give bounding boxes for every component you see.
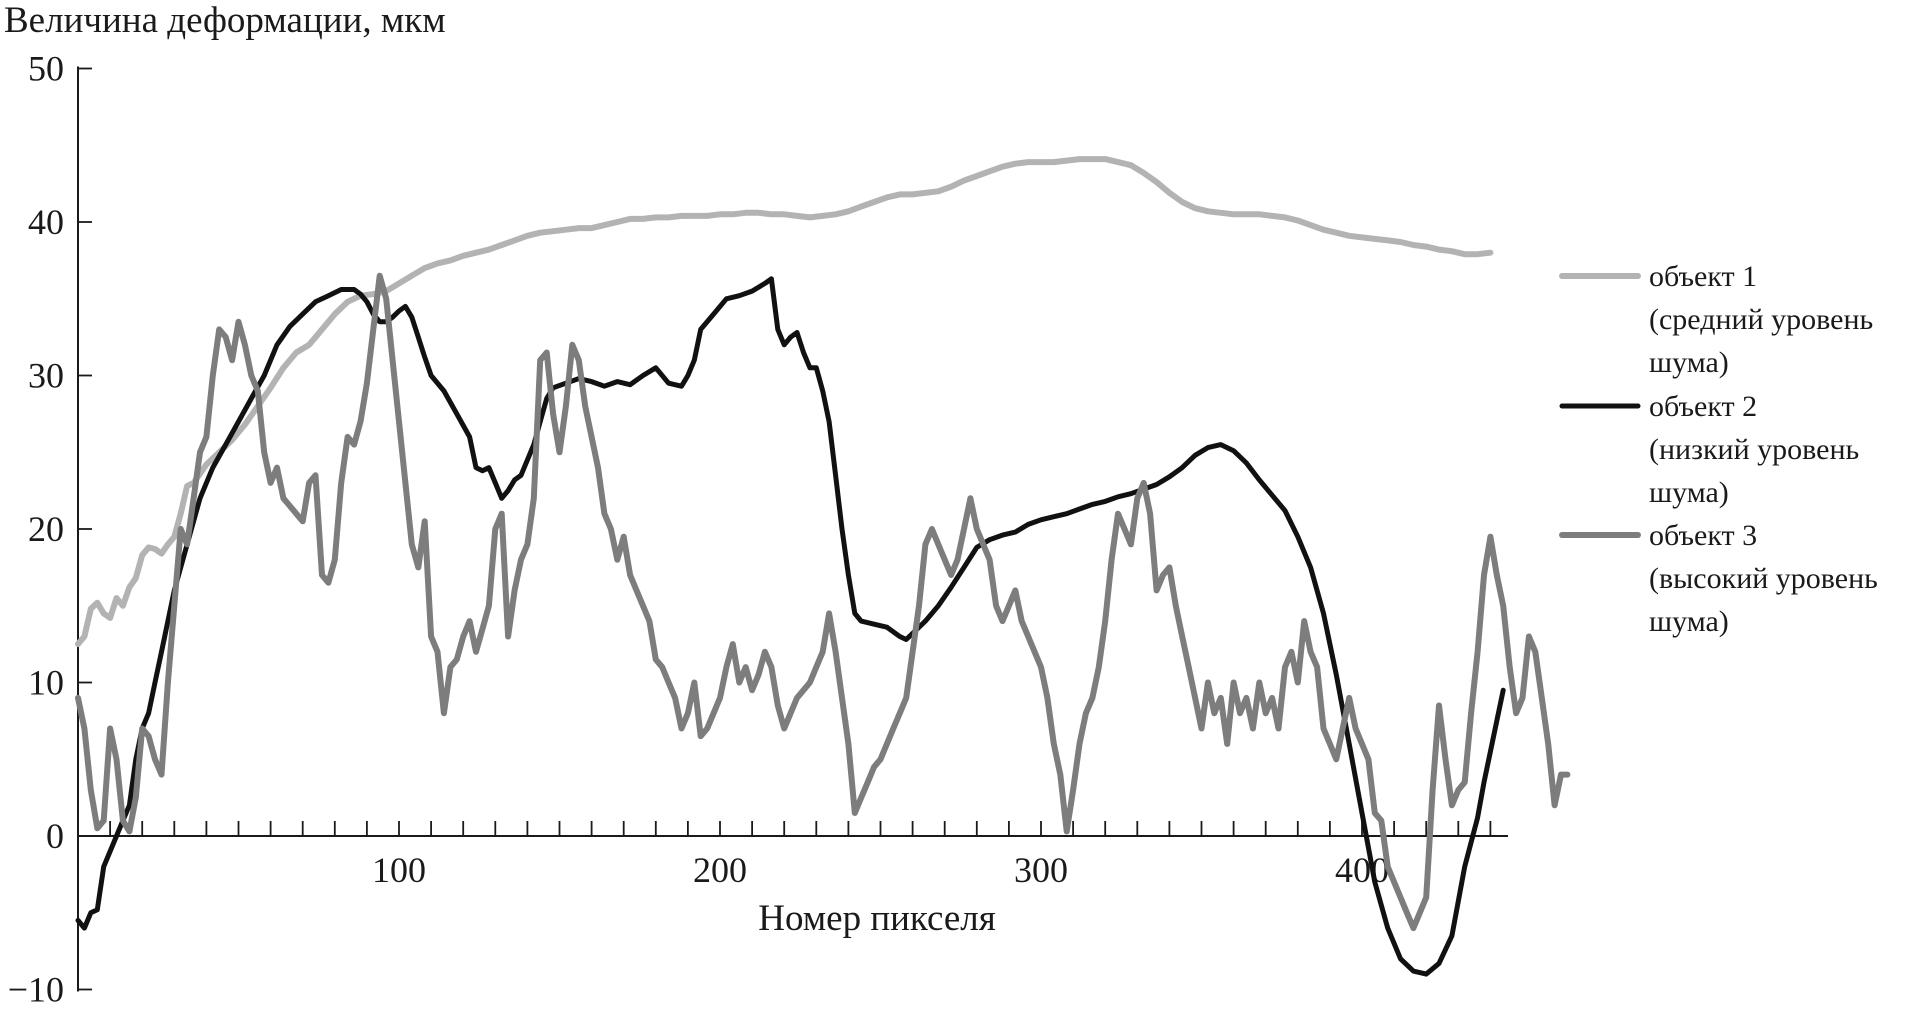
y-tick-label: 50 [28, 49, 64, 89]
legend-label-1: (средний уровень [1649, 303, 1873, 336]
legend-label-2: объект 2 [1649, 390, 1757, 423]
x-axis-label: Номер пикселя [758, 898, 996, 939]
x-tick-label: 400 [1335, 850, 1389, 890]
x-tick-label: 200 [693, 850, 747, 890]
legend-label-1: шума) [1649, 346, 1729, 379]
series-line-1 [75, 156, 1494, 648]
x-axis: 100 200 300 400 [78, 821, 1508, 890]
legend: объект 1 (средний уровень шума) объект 2 (ни… [1559, 260, 1878, 638]
y-tick-label: 30 [28, 356, 64, 396]
x-tick-label: 300 [1014, 850, 1068, 890]
legend-label-3: шума) [1649, 605, 1729, 638]
series-line-2 [75, 276, 1506, 977]
y-tick-label: −10 [8, 970, 64, 1010]
legend-label-2: шума) [1649, 476, 1729, 509]
y-axis: −10 0 10 20 30 40 50 [8, 49, 92, 1010]
legend-label-3: объект 3 [1649, 519, 1757, 552]
legend-label-2: (низкий уровень [1649, 433, 1859, 466]
legend-label-1: объект 1 [1649, 260, 1757, 293]
plot-series [75, 156, 1571, 977]
y-tick-label: 20 [28, 509, 64, 549]
x-tick-label: 100 [372, 850, 426, 890]
legend-label-3: (высокий уровень [1649, 562, 1878, 595]
y-tick-label: 10 [28, 663, 64, 703]
series-line-3 [75, 272, 1571, 932]
y-axis-label: Величина деформации, мкм [4, 0, 446, 41]
y-tick-label: 0 [46, 816, 64, 856]
y-tick-label: 40 [28, 202, 64, 242]
